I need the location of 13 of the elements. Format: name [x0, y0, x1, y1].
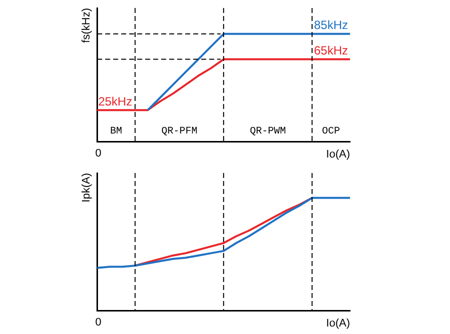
- text: 0: [95, 147, 102, 160]
- data-label: 65kHz: [314, 44, 348, 58]
- text: OCP: [322, 126, 340, 138]
- text: QR-PFM: [161, 126, 198, 138]
- text: 0: [95, 316, 102, 328]
- text: QR-PWM: [250, 126, 286, 138]
- x-axis-title: Io(A): [326, 317, 350, 330]
- x-axis-title: Io(A): [326, 148, 350, 160]
- data-label: 25kHz: [98, 94, 132, 108]
- y-axis-title: Ipk(A): [80, 173, 93, 202]
- data-label: 85kHz: [314, 18, 348, 32]
- y-axis-title: fs(kHz): [80, 8, 93, 43]
- text: BM: [110, 126, 122, 138]
